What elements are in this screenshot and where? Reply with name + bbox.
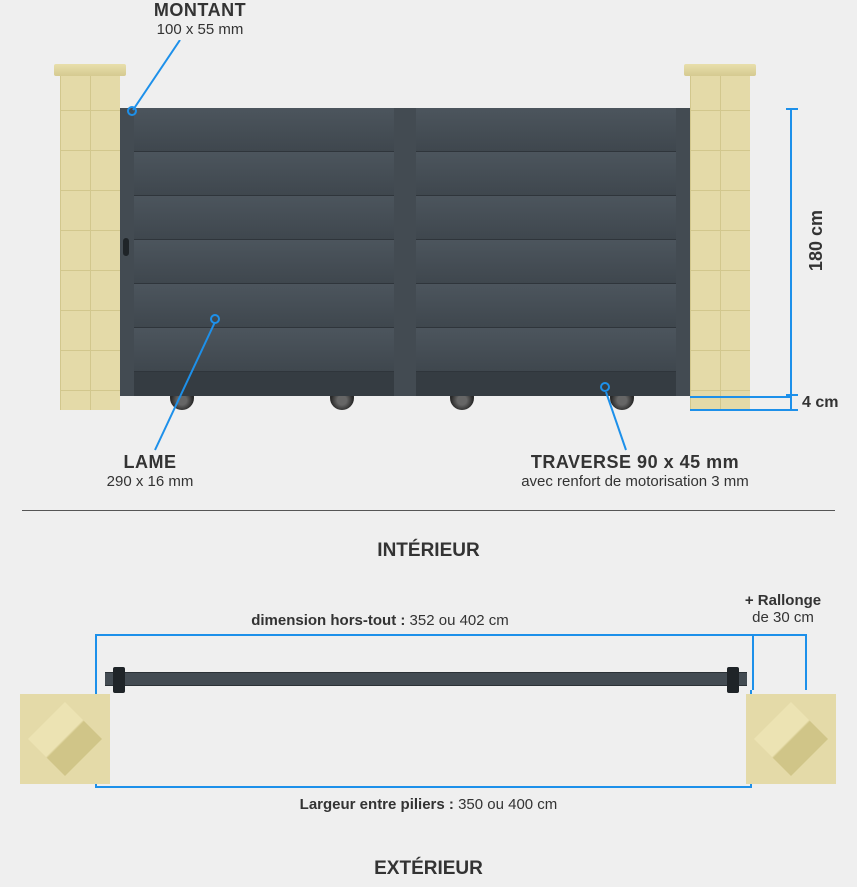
callout-montant: MONTANT 100 x 55 mm <box>130 0 270 38</box>
divider-rule <box>22 510 835 511</box>
dim-gap-ext2 <box>690 409 790 411</box>
callout-line <box>604 392 634 457</box>
callout-title: MONTANT <box>130 0 270 21</box>
callout-sub: avec renfort de motorisation 3 mm <box>470 473 800 490</box>
dim-value: de 30 cm <box>752 609 814 626</box>
dim-label: + Rallonge <box>745 592 821 609</box>
dim-value: 352 ou 402 cm <box>410 612 509 629</box>
pillar-left <box>60 70 120 410</box>
dim-label: Largeur entre piliers : <box>300 796 454 813</box>
plan-pillar-right <box>746 694 836 784</box>
callout-line <box>125 40 195 115</box>
dim-line-height <box>790 108 792 396</box>
handle-icon <box>123 238 129 256</box>
gate-post-right <box>676 108 690 396</box>
callout-sub: 100 x 55 mm <box>130 21 270 38</box>
dim-label: dimension hors-tout : <box>251 612 405 629</box>
callout-sub: 290 x 16 mm <box>80 473 220 490</box>
dim-height-label: 180 cm <box>806 210 827 271</box>
label-exterior: EXTÉRIEUR <box>0 858 857 880</box>
gate-foot <box>330 396 354 410</box>
dim-hors-tout: dimension hors-tout : 352 ou 402 cm <box>0 612 760 629</box>
callout-traverse: TRAVERSE 90 x 45 mm avec renfort de moto… <box>470 452 800 490</box>
callout-dot-icon <box>600 382 610 392</box>
dim-extension: + Rallonge de 30 cm <box>728 592 838 626</box>
callout-line <box>150 322 230 457</box>
label-interior: INTÉRIEUR <box>0 540 857 562</box>
plan-pillar-left <box>20 694 110 784</box>
dim-gap-ext <box>690 396 790 398</box>
callout-title: TRAVERSE 90 x 45 mm <box>470 452 800 473</box>
measure-divider <box>752 634 754 690</box>
dim-between-pillars: Largeur entre piliers : 350 ou 400 cm <box>0 796 857 813</box>
callout-title: LAME <box>80 452 220 473</box>
dim-line-gap <box>790 396 792 410</box>
callout-dot-icon <box>127 106 137 116</box>
gate-post-left <box>120 108 134 396</box>
diagram-canvas: MONTANT 100 x 55 mm LAME 290 x 16 mm TRA… <box>0 0 857 887</box>
gate-rail <box>105 672 747 686</box>
gate-foot <box>450 396 474 410</box>
callout-lame: LAME 290 x 16 mm <box>80 452 220 490</box>
dim-value: 350 ou 400 cm <box>458 796 557 813</box>
gate-post-center <box>394 108 416 396</box>
dim-gap-label: 4 cm <box>802 394 838 412</box>
gate-panel-right <box>416 108 676 396</box>
measure-between-pillars <box>95 690 752 788</box>
pillar-right <box>690 70 750 410</box>
